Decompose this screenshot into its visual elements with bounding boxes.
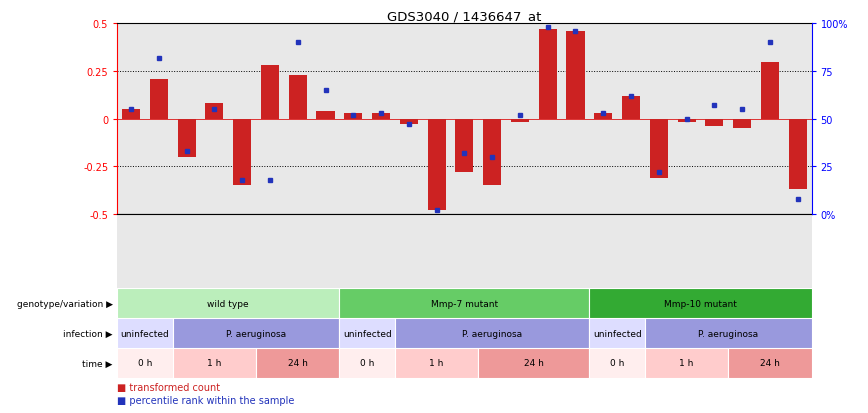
Bar	[117, 318, 173, 348]
Bar	[339, 289, 589, 318]
Text: ■ percentile rank within the sample: ■ percentile rank within the sample	[117, 396, 294, 406]
Text: 24 h: 24 h	[524, 358, 543, 368]
Bar	[678, 119, 695, 123]
Bar	[622, 97, 640, 119]
Bar	[595, 114, 612, 119]
Text: ■ transformed count: ■ transformed count	[117, 382, 220, 392]
Bar	[317, 112, 334, 119]
Bar	[645, 348, 728, 378]
Bar	[483, 119, 501, 186]
Bar	[178, 119, 195, 157]
Bar	[706, 119, 723, 127]
Bar	[589, 289, 812, 318]
Text: wild type: wild type	[207, 299, 249, 308]
Bar	[261, 66, 279, 119]
Bar	[206, 104, 223, 119]
Bar	[539, 30, 556, 119]
Text: uninfected: uninfected	[343, 329, 391, 338]
Bar	[233, 119, 251, 186]
Text: P. aeruginosa: P. aeruginosa	[698, 329, 759, 338]
Text: P. aeruginosa: P. aeruginosa	[462, 329, 523, 338]
Bar	[339, 318, 395, 348]
Text: Mmp-7 mutant: Mmp-7 mutant	[431, 299, 498, 308]
Text: 1 h: 1 h	[680, 358, 694, 368]
Bar	[117, 348, 173, 378]
Text: uninfected: uninfected	[121, 329, 169, 338]
Bar	[733, 119, 751, 129]
Bar	[478, 348, 589, 378]
Bar	[650, 119, 667, 178]
Bar	[395, 348, 478, 378]
Bar	[645, 318, 812, 348]
Bar	[589, 348, 645, 378]
Text: uninfected: uninfected	[593, 329, 641, 338]
Bar	[173, 348, 256, 378]
Bar	[372, 114, 390, 119]
Bar	[761, 62, 779, 119]
Bar	[289, 76, 306, 119]
Bar	[567, 32, 584, 119]
Bar	[511, 119, 529, 123]
Bar	[150, 79, 168, 119]
Bar	[589, 318, 645, 348]
Text: infection ▶: infection ▶	[63, 329, 113, 338]
Bar	[173, 318, 339, 348]
Bar	[122, 110, 140, 119]
Title: GDS3040 / 1436647_at: GDS3040 / 1436647_at	[387, 10, 542, 23]
Text: 0 h: 0 h	[360, 358, 374, 368]
Text: genotype/variation ▶: genotype/variation ▶	[16, 299, 113, 308]
Text: P. aeruginosa: P. aeruginosa	[226, 329, 286, 338]
Bar	[456, 119, 473, 173]
Text: Mmp-10 mutant: Mmp-10 mutant	[664, 299, 737, 308]
Text: 24 h: 24 h	[288, 358, 307, 368]
Bar	[400, 119, 418, 125]
Text: 0 h: 0 h	[138, 358, 152, 368]
Bar	[395, 318, 589, 348]
Bar	[117, 289, 339, 318]
Bar	[728, 348, 812, 378]
Text: 0 h: 0 h	[610, 358, 624, 368]
Text: time ▶: time ▶	[82, 358, 113, 368]
Text: 1 h: 1 h	[207, 358, 221, 368]
Text: 24 h: 24 h	[760, 358, 779, 368]
Bar	[789, 119, 806, 190]
Bar	[339, 348, 395, 378]
Bar	[345, 114, 362, 119]
Text: 1 h: 1 h	[430, 358, 444, 368]
Bar	[256, 348, 339, 378]
Bar	[428, 119, 445, 211]
